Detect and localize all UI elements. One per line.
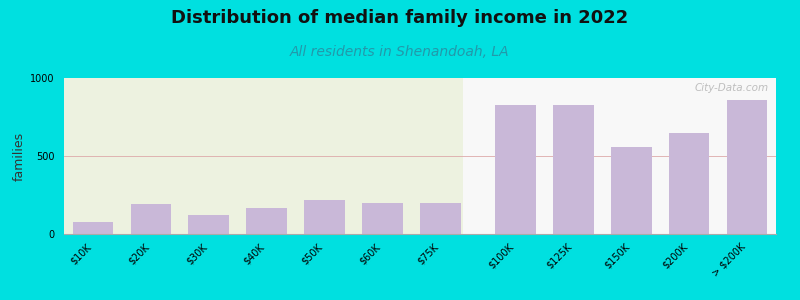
Bar <box>304 200 345 234</box>
Bar <box>495 104 536 234</box>
Bar <box>362 203 402 234</box>
Bar <box>553 104 594 234</box>
Bar <box>611 147 651 234</box>
Bar <box>726 100 767 234</box>
Bar <box>669 133 710 234</box>
Bar <box>130 204 171 234</box>
Bar <box>64 78 463 234</box>
Bar <box>189 215 229 234</box>
Bar <box>246 208 287 234</box>
Text: All residents in Shenandoah, LA: All residents in Shenandoah, LA <box>290 45 510 59</box>
Bar <box>420 203 461 234</box>
Text: City-Data.com: City-Data.com <box>694 83 769 93</box>
Y-axis label: families: families <box>13 131 26 181</box>
Bar <box>73 221 114 234</box>
Text: Distribution of median family income in 2022: Distribution of median family income in … <box>171 9 629 27</box>
